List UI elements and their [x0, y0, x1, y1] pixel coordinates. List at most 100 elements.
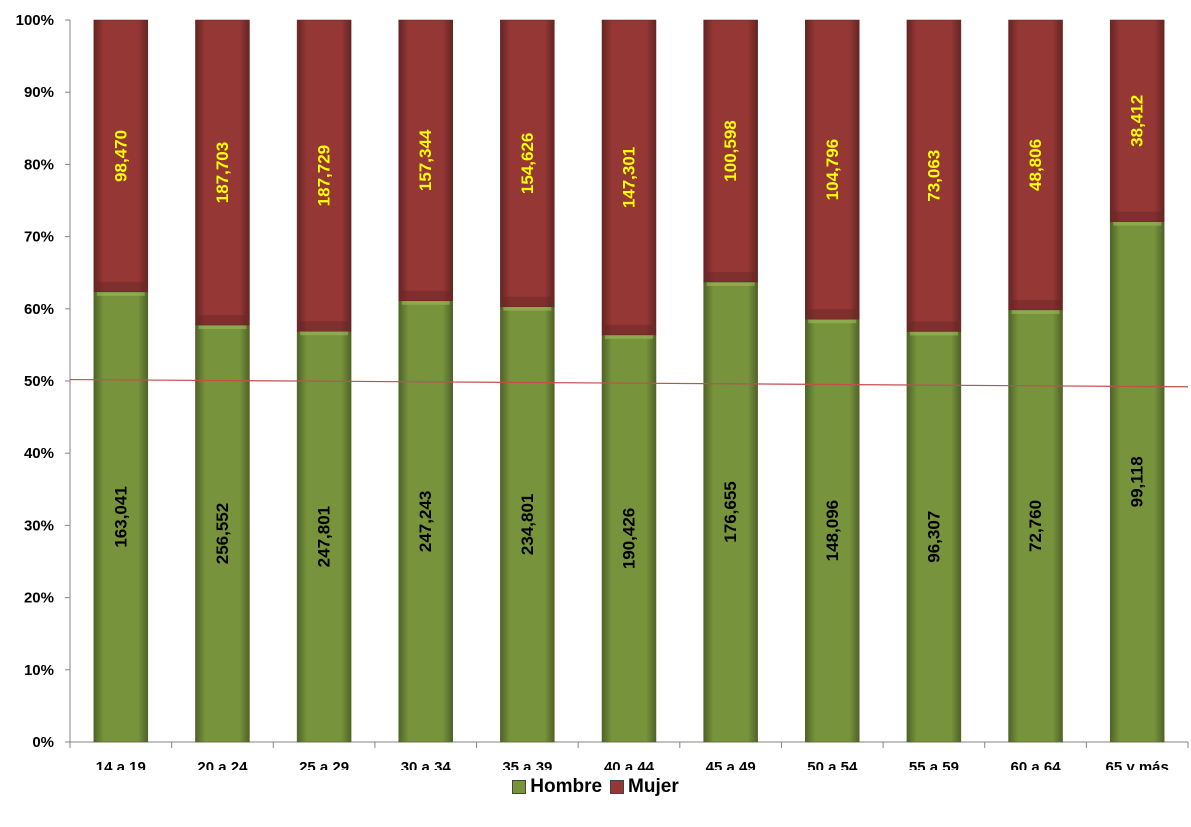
chart-legend: Hombre Mujer — [0, 776, 1191, 798]
bar-hombre-bevel — [909, 331, 958, 336]
x-tick-label: 25 a 29 — [299, 759, 349, 770]
bar-hombre-bevel — [605, 334, 653, 339]
bar-mujer — [805, 19, 860, 320]
bar-hombre-bevel — [96, 291, 145, 296]
bar-mujer-bevel — [808, 309, 857, 320]
data-label-hombre: 234,801 — [518, 494, 537, 555]
data-label-hombre: 96,307 — [924, 511, 943, 563]
bar-hombre — [296, 330, 352, 743]
legend-item-hombre: Hombre — [512, 776, 602, 798]
chart-bars — [93, 19, 1165, 743]
bar-hombre — [93, 291, 149, 743]
bar-hombre-bevel — [401, 300, 450, 305]
data-label-hombre: 176,655 — [721, 481, 740, 542]
bar-mujer — [703, 19, 758, 283]
bar-hombre-bevel — [300, 331, 349, 336]
x-tick-label: 40 a 44 — [604, 759, 655, 770]
data-label-hombre: 72,760 — [1026, 500, 1045, 552]
reference-line-group — [69, 378, 1189, 388]
data-label-hombre: 163,041 — [111, 486, 130, 547]
bar-mujer-bevel — [401, 290, 450, 301]
bar-mujer-bevel — [605, 324, 653, 335]
bar-hombre-bevel — [1113, 221, 1162, 226]
bar-mujer — [1008, 19, 1063, 311]
legend-label-hombre: Hombre — [530, 776, 603, 797]
bar-hombre-bevel — [198, 325, 247, 330]
data-label-hombre: 247,801 — [315, 506, 334, 567]
data-label-mujer: 48,806 — [1026, 139, 1045, 191]
y-tick-label: 100% — [16, 12, 54, 29]
bar-hombre — [1109, 221, 1165, 743]
bar-mujer — [601, 19, 657, 336]
x-tick-label: 55 a 59 — [909, 759, 959, 770]
bar-hombre — [906, 331, 962, 743]
data-label-mujer: 38,412 — [1128, 95, 1147, 147]
legend-item-mujer: Mujer — [610, 776, 679, 798]
data-label-mujer: 147,301 — [620, 147, 639, 208]
x-tick-label: 35 a 39 — [502, 759, 552, 770]
bar-mujer-bevel — [96, 281, 145, 292]
bar-mujer-bevel — [503, 296, 552, 307]
legend-swatch-hombre — [512, 780, 527, 794]
bar-mujer-bevel — [706, 271, 755, 282]
bar-hombre — [500, 306, 555, 743]
bar-mujer-bevel — [198, 315, 247, 326]
data-label-hombre: 247,243 — [416, 491, 435, 552]
data-label-hombre: 256,552 — [213, 503, 232, 564]
data-label-hombre: 190,426 — [620, 508, 639, 569]
y-tick-label: 90% — [24, 84, 54, 101]
y-tick-label: 30% — [24, 517, 54, 534]
bar-hombre-bevel — [1011, 309, 1060, 314]
bar-hombre — [601, 334, 657, 743]
bar-mujer — [398, 19, 453, 302]
bar-hombre-bevel — [808, 319, 857, 324]
bar-mujer — [1109, 19, 1165, 222]
legend-swatch-mujer — [610, 780, 625, 794]
bar-mujer-bevel — [300, 321, 349, 332]
x-tick-label: 30 a 34 — [401, 759, 452, 770]
x-tick-label: 14 a 19 — [96, 759, 146, 770]
y-tick-label: 60% — [24, 301, 54, 318]
data-label-hombre: 148,096 — [823, 500, 842, 561]
bar-hombre — [1008, 309, 1063, 743]
data-label-mujer: 154,626 — [518, 133, 537, 194]
bar-hombre — [805, 318, 860, 743]
y-tick-label: 20% — [24, 590, 54, 607]
data-label-mujer: 100,598 — [721, 120, 740, 181]
bar-mujer — [195, 19, 250, 326]
data-label-mujer: 157,344 — [416, 129, 435, 191]
chart-axes: 0% 10% 20% 30% 40% 50% 60% 70% 80% 90% 100% 14 a 19… — [16, 12, 1189, 770]
bar-hombre-bevel — [503, 306, 552, 311]
x-tick-label: 20 a 24 — [197, 759, 248, 770]
y-tick-label: 0% — [32, 734, 54, 751]
y-tick-label: 70% — [24, 229, 54, 246]
bar-mujer — [296, 19, 352, 332]
stacked-bar-chart: 0% 10% 20% 30% 40% 50% 60% 70% 80% 90% 100% 14 a 19… — [16, 12, 1189, 770]
y-tick-label: 50% — [24, 373, 54, 390]
legend-label-mujer: Mujer — [628, 776, 679, 797]
x-tick-label: 60 a 64 — [1011, 759, 1062, 770]
y-tick-label: 40% — [24, 445, 54, 462]
x-tick-label: 45 a 49 — [706, 759, 756, 770]
bar-mujer — [500, 19, 555, 307]
bar-mujer-bevel — [1011, 299, 1060, 310]
bar-mujer — [93, 19, 149, 293]
data-label-mujer: 187,729 — [315, 145, 334, 206]
bar-mujer — [906, 19, 962, 332]
y-tick-label: 80% — [24, 156, 54, 173]
chart-data-labels: 163,041 98,470 256,552 187,703 247,801 187,72… — [111, 95, 1146, 569]
bar-mujer-bevel — [1113, 211, 1162, 222]
data-label-mujer: 73,063 — [924, 150, 943, 202]
bar-hombre — [398, 300, 453, 743]
bar-hombre-bevel — [706, 281, 755, 286]
x-tick-label: 50 a 54 — [807, 759, 858, 770]
x-tick-label: 65 y más — [1105, 759, 1168, 770]
bar-hombre — [703, 281, 758, 743]
y-tick-label: 10% — [24, 662, 54, 679]
data-label-hombre: 99,118 — [1128, 456, 1147, 507]
bar-mujer-bevel — [909, 321, 958, 332]
data-label-mujer: 187,703 — [213, 142, 232, 203]
data-label-mujer: 104,796 — [823, 139, 842, 200]
data-label-mujer: 98,470 — [111, 130, 130, 182]
reference-line — [69, 378, 1189, 388]
